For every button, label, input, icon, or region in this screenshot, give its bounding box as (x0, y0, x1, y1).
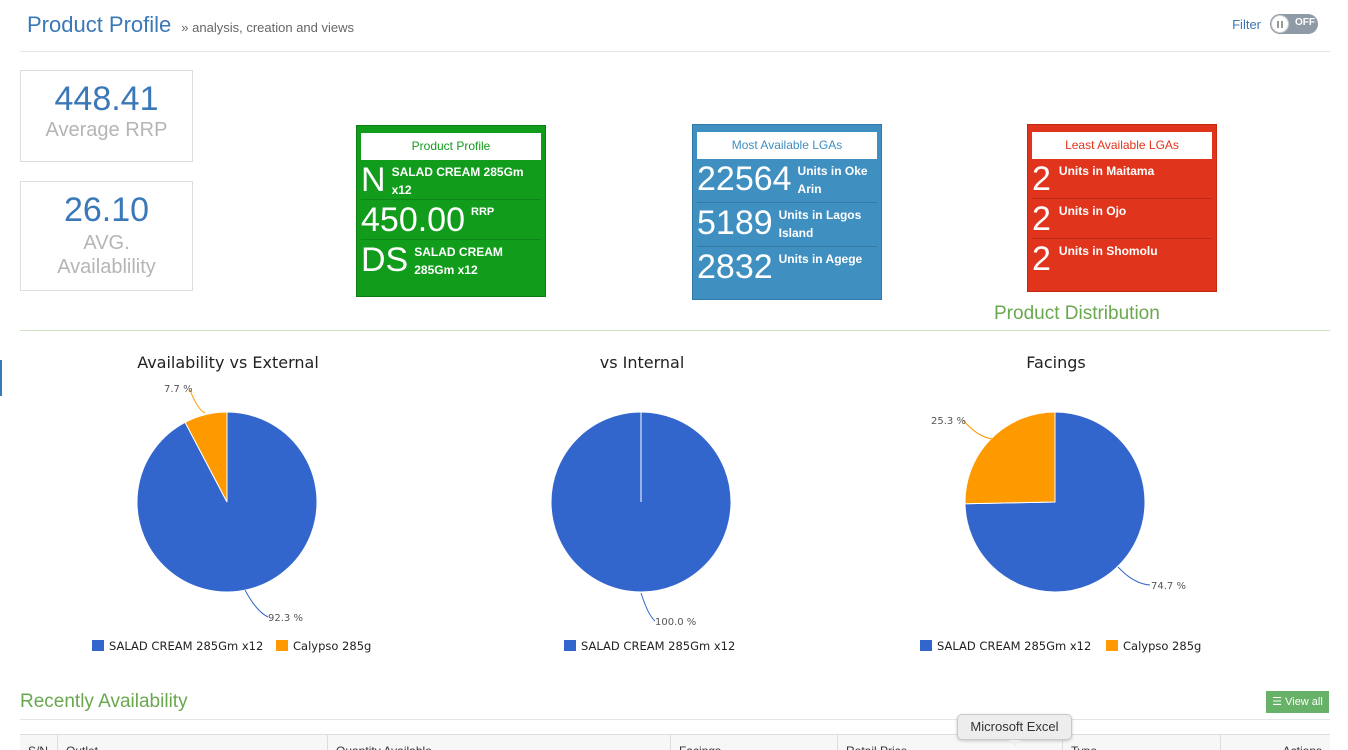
tile-row-small: SALAD CREAM 285Gm x12 (414, 245, 503, 277)
tile-row-big: N (361, 161, 386, 199)
tile-row-small: Units in Maitama (1058, 164, 1155, 178)
page-header: Product Profile » analysis, creation and… (27, 12, 354, 38)
filter-label: Filter (1232, 16, 1261, 32)
tile-row-small: Units in Agege (778, 252, 863, 266)
tile-row-small: Units in Lagos Island (778, 208, 862, 240)
legend-swatch (920, 640, 932, 651)
pie-label-connector (189, 389, 206, 414)
recent-divider (20, 719, 1330, 720)
list-icon: ☰ (1272, 696, 1283, 708)
avg-availability-label-2: Availablility (57, 256, 156, 278)
legend-swatch (564, 640, 576, 651)
column-header[interactable]: Retail Price (838, 735, 1063, 750)
average-rrp-label: Average RRP (45, 119, 168, 141)
chart-title: Facings (1026, 353, 1085, 372)
view-all-label: View all (1285, 696, 1323, 708)
legend-label: SALAD CREAM 285Gm x12 (581, 639, 735, 653)
column-header[interactable]: Facings (671, 735, 838, 750)
avg-availability-label-1: AVG. (83, 232, 130, 254)
tile-row: 2 Units in Maitama (1032, 159, 1212, 199)
pie-charts: Availability vs External 92.3 % 7.7 % SALAD… (92, 353, 1201, 653)
tile-row-small: Units in Oke Arin (797, 164, 868, 196)
average-rrp-card: 448.41 Average RRP (20, 70, 193, 162)
tile-row: 2 Units in Ojo (1032, 199, 1212, 239)
tile-row-big: 450.00 (361, 201, 465, 239)
pie-label-connector (962, 419, 994, 440)
legend-swatch (276, 640, 288, 651)
product-profile-tile: Product Profile N SALAD CREAM 285Gm x12 … (356, 125, 546, 297)
view-all-button[interactable]: ☰ View all (1266, 691, 1329, 713)
tile-row-small: Units in Shomolu (1058, 244, 1158, 258)
tile-row: DS SALAD CREAM 285Gm x12 (361, 240, 541, 280)
avg-availability-value: 26.10 (63, 191, 150, 229)
pie-slice-label: 92.3 % (268, 613, 303, 624)
pie-slice (964, 411, 1056, 505)
pie-slice-label: 100.0 % (655, 617, 696, 628)
chart-title: vs Internal (600, 353, 685, 372)
legend-swatch (1106, 640, 1118, 651)
tile-row-big: 2 (1032, 160, 1051, 198)
tile-row: 450.00 RRP (361, 200, 541, 240)
microsoft-excel-tooltip: Microsoft Excel (957, 714, 1072, 746)
legend-label: SALAD CREAM 285Gm x12 (937, 639, 1091, 653)
toggle-state: OFF (1295, 17, 1315, 28)
tile-row-big: 2832 (697, 248, 773, 286)
tile-row-small: RRP (471, 206, 495, 218)
most-available-title: Most Available LGAs (697, 132, 877, 159)
average-rrp-value: 448.41 (54, 80, 159, 118)
tile-row-big: 5189 (697, 204, 773, 242)
legend-swatch (92, 640, 104, 651)
product-distribution-title: Product Distribution (994, 303, 1160, 324)
tile-row-small: SALAD CREAM 285Gm x12 (391, 165, 524, 197)
pie-slice-label: 25.3 % (931, 416, 966, 427)
column-header[interactable]: S/N (20, 735, 58, 750)
distribution-divider (20, 330, 1330, 331)
legend-label: Calypso 285g (293, 639, 371, 653)
product-profile-title: Product Profile (361, 133, 541, 160)
pie-label-connector (640, 592, 656, 622)
recent-table-header: S/N Outlet Quantity Available Facings Re… (20, 734, 1330, 750)
pie-slice (184, 411, 228, 503)
tile-row: 2 Units in Shomolu (1032, 239, 1212, 279)
column-header[interactable]: Actions (1221, 735, 1330, 750)
least-available-lgas-tile: Least Available LGAs 2 Units in Maitama … (1027, 124, 1217, 292)
tile-row: 2832 Units in Agege (697, 247, 877, 291)
left-edge-marker (0, 360, 2, 396)
tile-row-big: 22564 (697, 160, 792, 198)
column-header[interactable]: Type (1063, 735, 1221, 750)
legend-label: Calypso 285g (1123, 639, 1201, 653)
least-available-title: Least Available LGAs (1032, 132, 1212, 159)
page-title: Product Profile (27, 12, 172, 37)
tile-row-big: DS (361, 241, 409, 279)
most-available-lgas-tile: Most Available LGAs 22564 Units in Oke A… (692, 124, 882, 300)
recently-availability-title: Recently Availability (20, 691, 188, 712)
tile-row: 22564 Units in Oke Arin (697, 159, 877, 203)
filter-control: Filter OFF (1232, 14, 1318, 34)
pie-slice-label: 7.7 % (164, 384, 193, 395)
tile-row-small: Units in Ojo (1058, 204, 1127, 218)
pie-label-connector (1117, 566, 1151, 586)
avg-availability-card: 26.10 AVG. Availablility (20, 181, 193, 291)
pie-label-connector (244, 589, 269, 618)
legend-label: SALAD CREAM 285Gm x12 (109, 639, 263, 653)
tile-row: N SALAD CREAM 285Gm x12 (361, 160, 541, 200)
toggle-knob (1271, 15, 1289, 33)
page-subtitle: » analysis, creation and views (181, 20, 354, 35)
header-divider (20, 51, 1330, 52)
pie-slice-label: 74.7 % (1151, 581, 1186, 592)
tile-row-big: 2 (1032, 240, 1051, 278)
filter-toggle[interactable]: OFF (1270, 14, 1318, 34)
chart-title: Availability vs External (137, 353, 319, 372)
tile-row: 5189 Units in Lagos Island (697, 203, 877, 247)
column-header[interactable]: Outlet (58, 735, 328, 750)
column-header[interactable]: Quantity Available (328, 735, 671, 750)
tile-row-big: 2 (1032, 200, 1051, 238)
